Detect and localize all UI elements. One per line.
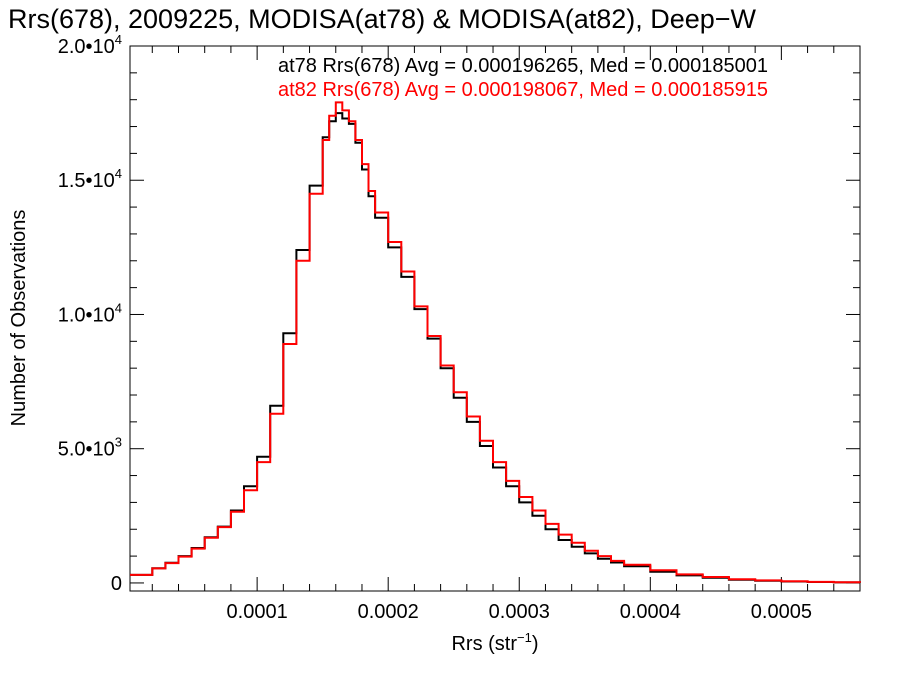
x-tick-label: 0.0005 [751, 601, 812, 623]
y-tick-mantissa: 5.0•10 [58, 439, 115, 461]
y-tick-label: 5.0•103 [58, 435, 122, 461]
x-axis-label: Rrs (str−1) [451, 630, 538, 655]
y-tick-mantissa: 1.0•10 [58, 304, 115, 326]
x-axis-label-exponent: −1 [517, 630, 532, 645]
legend: at78 Rrs(678) Avg = 0.000196265, Med = 0… [278, 55, 768, 101]
y-tick-exponent: 4 [115, 300, 122, 315]
y-tick-label: 1.0•104 [58, 300, 122, 326]
x-axis: 0.0001 0.0002 0.0003 0.0004 0.0005 [151, 46, 835, 623]
y-tick-exponent: 3 [115, 435, 122, 450]
x-axis-label-base: Rrs (str [451, 633, 517, 655]
x-tick-label: 0.0003 [489, 601, 550, 623]
y-tick-exponent: 4 [115, 166, 122, 181]
x-axis-label-close: ) [532, 633, 539, 655]
y-tick-mantissa: 1.5•10 [58, 170, 115, 192]
x-tick-label: 0.0001 [227, 601, 288, 623]
x-tick-label: 0.0004 [620, 601, 681, 623]
y-tick-exponent: 4 [115, 32, 122, 47]
y-tick-mantissa: 0 [111, 573, 122, 595]
series-line-at82 [130, 101, 861, 584]
y-tick-label: 0 [111, 573, 122, 595]
chart-title: Rrs(678), 2009225, MODISA(at78) & MODISA… [8, 4, 757, 34]
x-tick-label: 0.0002 [358, 601, 419, 623]
series-layer [130, 101, 861, 584]
y-axis-label: Number of Observations [8, 210, 30, 427]
y-tick-label: 2.0•104 [58, 32, 122, 58]
legend-entry: at78 Rrs(678) Avg = 0.000196265, Med = 0… [278, 55, 768, 77]
y-tick-label: 1.5•104 [58, 166, 122, 192]
plot-frame [129, 45, 861, 592]
y-tick-mantissa: 2.0•10 [58, 36, 115, 58]
legend-entry: at82 Rrs(678) Avg = 0.000198067, Med = 0… [278, 79, 768, 101]
